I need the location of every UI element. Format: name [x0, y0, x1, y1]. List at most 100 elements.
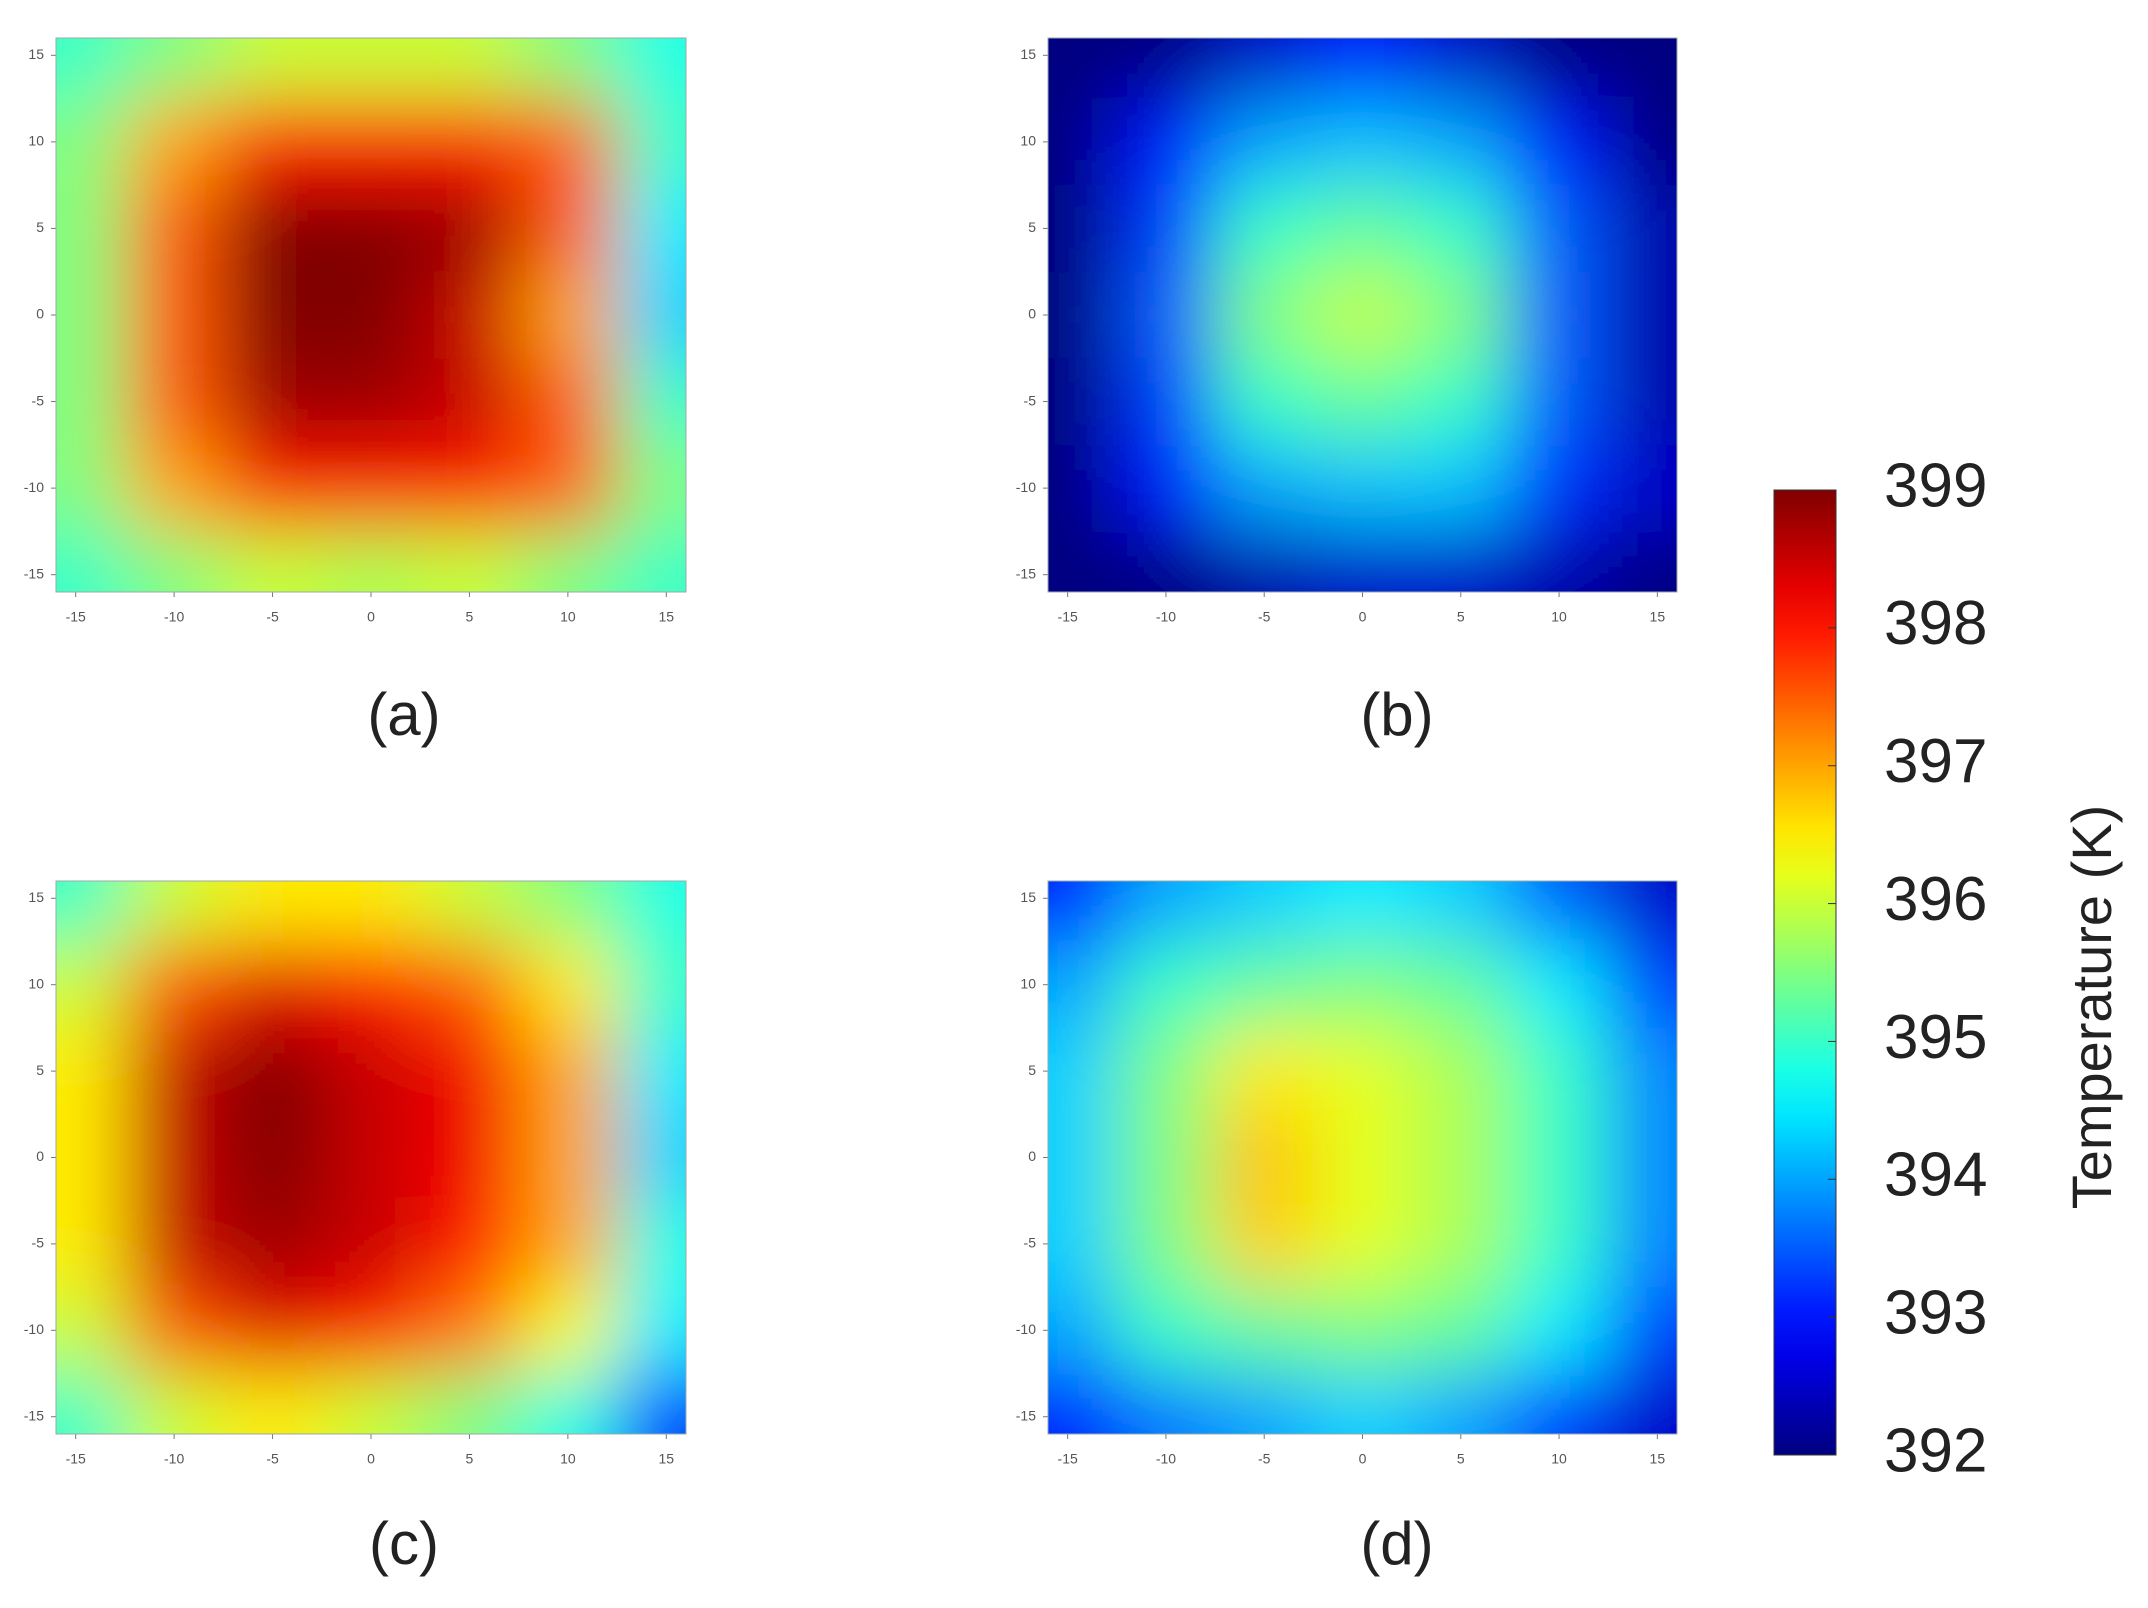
heat-cell: [1411, 98, 1511, 186]
heat-cell: [56, 881, 126, 942]
heat-cell: [518, 444, 618, 532]
y-tick-label: -10: [24, 479, 44, 495]
heat-cell: [1411, 531, 1511, 592]
heat-cell: [1116, 1373, 1216, 1434]
y-tick-label: 10: [1020, 975, 1036, 991]
colorbar-tick-label: 399: [1884, 451, 1987, 520]
heat-cell: [1608, 358, 1677, 446]
heat-cell: [1509, 881, 1609, 942]
heat-cell: [617, 185, 686, 273]
x-tick-label: 0: [367, 1451, 375, 1467]
heat-cell: [1215, 271, 1314, 359]
heat-cell: [321, 358, 421, 446]
heat-cell: [56, 941, 126, 1029]
heat-cell: [1048, 941, 1118, 1029]
heat-cell: [56, 1200, 126, 1288]
heat-cell: [518, 531, 618, 592]
heat-cell: [223, 1200, 323, 1288]
heat-cell: [1608, 271, 1677, 359]
heat-cell: [56, 358, 126, 446]
heat-cell: [124, 185, 224, 273]
heat-cell: [1509, 531, 1609, 592]
y-tick-label: -5: [1024, 392, 1037, 408]
heat-cell: [1509, 1200, 1609, 1288]
heat-cell: [1608, 444, 1677, 532]
y-tick-label: -5: [1024, 1235, 1037, 1251]
heat-cell: [321, 881, 421, 942]
heat-cell: [420, 98, 520, 186]
heat-cell: [617, 1114, 686, 1202]
panel-label: (b): [1360, 681, 1433, 748]
heatmap: [1048, 881, 1677, 1434]
y-tick-label: 15: [1020, 46, 1036, 62]
heat-cell: [321, 531, 421, 592]
heat-cell: [518, 38, 618, 100]
heat-cell: [420, 881, 520, 942]
x-tick-label: -15: [1058, 1451, 1078, 1467]
heat-cell: [1215, 358, 1314, 446]
heat-cell: [420, 1287, 520, 1375]
heat-cell: [420, 941, 520, 1029]
x-tick-label: 15: [659, 1451, 675, 1467]
heat-cell: [617, 358, 686, 446]
heat-cell: [617, 1200, 686, 1288]
heat-cell: [1313, 1027, 1413, 1115]
heat-cell: [1411, 185, 1511, 273]
heat-cell: [518, 1027, 618, 1115]
heat-cell: [124, 271, 224, 359]
heat-cell: [1048, 444, 1118, 532]
heat-cell: [1313, 881, 1413, 942]
heat-cell: [1215, 98, 1314, 186]
heat-cell: [1313, 531, 1413, 592]
x-tick-label: 10: [560, 609, 576, 625]
heat-cell: [223, 1114, 323, 1202]
x-tick-label: -5: [1258, 1451, 1271, 1467]
heat-cell: [223, 1027, 323, 1115]
heat-cell: [321, 1373, 421, 1434]
heat-cell: [1048, 1200, 1118, 1288]
heat-cell: [420, 1373, 520, 1434]
heat-cell: [1509, 941, 1609, 1029]
heat-cell: [1608, 941, 1677, 1029]
heat-cell: [518, 1200, 618, 1288]
heat-cell: [1116, 38, 1216, 100]
x-tick-label: 10: [1551, 1451, 1567, 1467]
heat-cell: [1411, 1114, 1511, 1202]
heat-cell: [1313, 358, 1413, 446]
heatmap-cells: [1048, 881, 1677, 1434]
heatmap-cells: [56, 881, 686, 1434]
heat-cell: [56, 271, 126, 359]
heat-cell: [518, 941, 618, 1029]
heat-cell: [1048, 1027, 1118, 1115]
heat-cell: [1215, 185, 1314, 273]
heat-cell: [420, 185, 520, 273]
heat-cell: [1509, 271, 1609, 359]
x-tick-label: -5: [1258, 609, 1271, 625]
heat-cell: [1411, 38, 1511, 100]
heat-cell: [518, 1114, 618, 1202]
heat-cell: [223, 881, 323, 942]
heat-cell: [1215, 1373, 1314, 1434]
x-tick-label: 15: [1650, 1451, 1666, 1467]
heat-cell: [1215, 444, 1314, 532]
heat-cell: [124, 1373, 224, 1434]
heat-cell: [1411, 1373, 1511, 1434]
heat-cell: [223, 444, 323, 532]
y-tick-label: 5: [36, 219, 44, 235]
heat-cell: [420, 271, 520, 359]
y-tick-label: -10: [24, 1321, 44, 1337]
heat-cell: [518, 1373, 618, 1434]
heat-cell: [1048, 271, 1118, 359]
x-tick-label: 15: [659, 609, 675, 625]
heat-cell: [1608, 1027, 1677, 1115]
heat-cell: [1411, 881, 1511, 942]
heat-cell: [1215, 1287, 1314, 1375]
heat-cell: [1116, 941, 1216, 1029]
heat-cell: [321, 1287, 421, 1375]
panel-label: (c): [369, 1510, 439, 1577]
colorbar: [1773, 489, 1837, 1456]
heat-cell: [1411, 271, 1511, 359]
heat-cell: [617, 444, 686, 532]
y-tick-label: 15: [28, 889, 44, 905]
heat-cell: [1509, 1027, 1609, 1115]
